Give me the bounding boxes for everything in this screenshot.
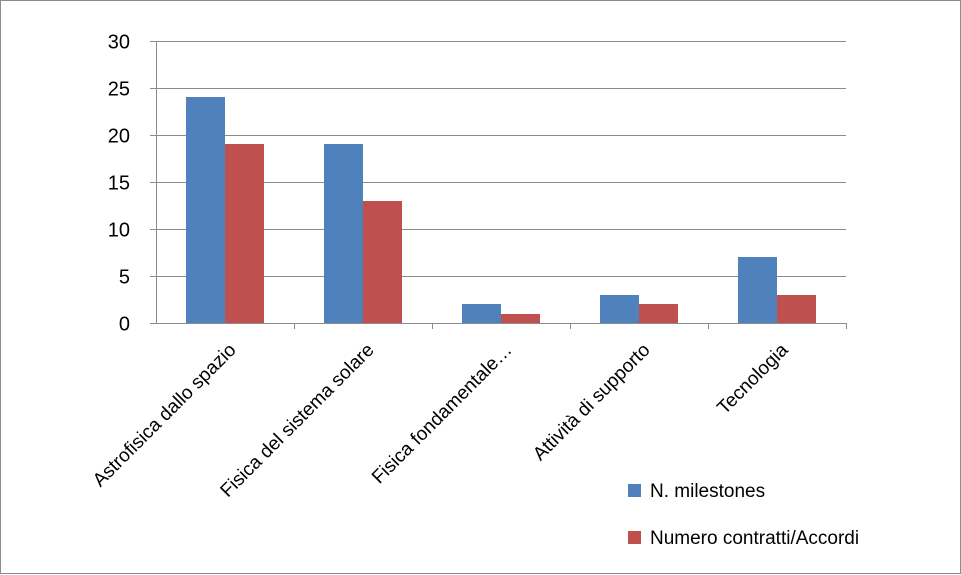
category-label: Astrofisica dallo spazio: [89, 340, 241, 492]
y-tick-label: 0: [119, 314, 130, 336]
bar-contratti: [363, 201, 402, 323]
y-tick-label: 25: [108, 79, 130, 101]
category-label: Attività di supporto: [529, 340, 654, 465]
bar-milestones: [462, 304, 501, 323]
y-tick-label: 20: [108, 126, 130, 148]
bars: [186, 97, 816, 323]
legend-swatch: [628, 531, 641, 544]
legend-swatch: [628, 484, 641, 497]
category-label: Fisica fondamentale…: [368, 340, 517, 489]
y-tick-label: 5: [119, 267, 130, 289]
legend-label: N. milestones: [650, 481, 765, 502]
bar-contratti: [501, 314, 540, 323]
y-tick-label: 10: [108, 220, 130, 242]
legend: N. milestones Numero contratti/Accordi: [628, 481, 859, 549]
axes: [150, 41, 847, 329]
bar-contratti: [777, 295, 816, 323]
y-tick-label: 30: [108, 32, 130, 54]
gridlines: [156, 41, 846, 277]
bar-milestones: [738, 257, 777, 323]
y-tick-label: 15: [108, 173, 130, 195]
y-tick-labels: 0 5 10 15 20 25 30: [108, 32, 130, 336]
bar-contratti: [639, 304, 678, 323]
legend-label: Numero contratti/Accordi: [650, 528, 859, 549]
category-label: Tecnologia: [713, 339, 792, 418]
bar-milestones: [324, 144, 363, 323]
bar-contratti: [225, 144, 264, 323]
bar-milestones: [600, 295, 639, 323]
category-label: Fisica del sistema solare: [217, 340, 379, 502]
bar-milestones: [186, 97, 225, 323]
